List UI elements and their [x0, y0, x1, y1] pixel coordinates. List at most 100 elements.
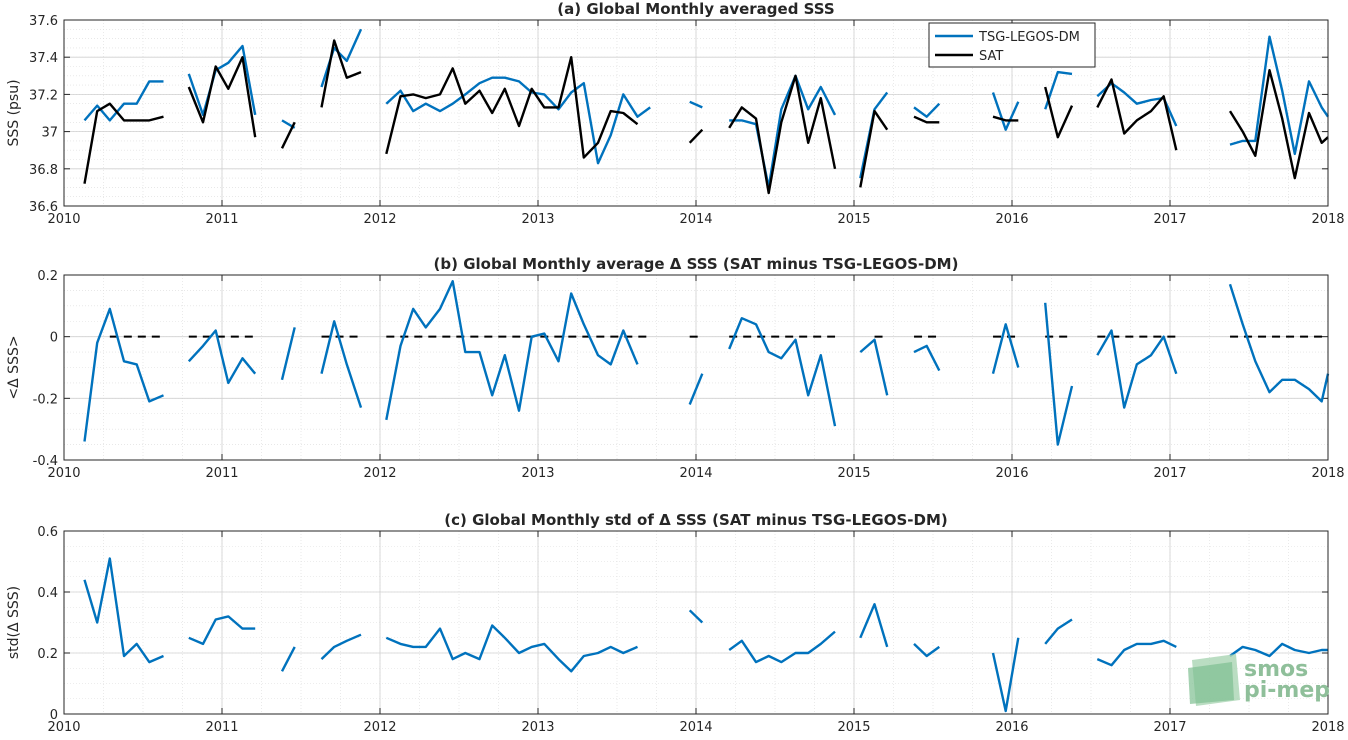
series-line-tsg-legos-dm	[385, 76, 651, 165]
x-tick-label: 2016	[995, 212, 1028, 227]
series-line-sat	[728, 74, 837, 195]
series-line-delta-sss	[280, 327, 296, 381]
series-line-sat	[913, 115, 940, 124]
x-tick-label: 2014	[679, 720, 712, 735]
series-line-sat	[1044, 86, 1074, 139]
series-line-delta-sss	[913, 344, 941, 372]
chart-panel-2: 0 0.2 0.4 0.6 2010 2011 2012 2013 2014 2015 2016 20…	[6, 511, 1345, 735]
x-tick-label: 2010	[47, 466, 80, 481]
series-line-delta-sss	[913, 643, 941, 658]
series-line-sat	[992, 115, 1019, 122]
series-line-delta-sss	[280, 646, 296, 672]
y-tick-label: 36.8	[29, 163, 58, 178]
axes-box	[63, 274, 1329, 461]
y-tick-label: 0.6	[37, 525, 58, 540]
x-tick-label: 2011	[205, 720, 238, 735]
x-tick-label: 2016	[995, 466, 1028, 481]
x-tick-label: 2013	[521, 466, 554, 481]
x-tick-label: 2013	[521, 212, 554, 227]
y-axis-label: SSS (psu)	[6, 79, 22, 146]
x-tick-label: 2012	[363, 466, 396, 481]
y-tick-label: 0	[50, 331, 58, 346]
axes-box	[63, 19, 1329, 207]
y-tick-label: -0.4	[33, 454, 58, 469]
series-line-tsg-legos-dm	[991, 92, 1020, 131]
chart-panel-1: -0.4 -0.2 0 0.2 2010 2011 2012 2013 2014 2015 2016…	[6, 255, 1345, 481]
y-tick-label: 0.4	[37, 586, 58, 601]
series-line-delta-sss	[1229, 642, 1328, 658]
x-tick-label: 2011	[205, 466, 238, 481]
x-tick-label: 2012	[363, 212, 396, 227]
series-line-tsg-legos-dm	[689, 100, 703, 109]
series-line-delta-sss	[728, 630, 836, 664]
series-line-sat	[688, 128, 704, 144]
legend-label: TSG-LEGOS-DM	[978, 30, 1080, 45]
series-line-tsg-legos-dm	[320, 28, 363, 88]
logo-graphic	[1188, 662, 1234, 704]
x-tick-label: 2016	[995, 720, 1028, 735]
legend: TSG-LEGOS-DM SAT	[928, 22, 1096, 68]
series-line-delta-sss	[320, 633, 362, 660]
y-tick-label: 36.6	[29, 200, 58, 215]
series-line-delta-sss	[83, 557, 164, 664]
x-tick-label: 2018	[1311, 466, 1344, 481]
series-line-delta-sss	[1228, 283, 1330, 403]
x-tick-label: 2015	[837, 212, 870, 227]
x-tick-label: 2014	[679, 466, 712, 481]
series-line-sat	[320, 39, 362, 108]
y-tick-label: 0.2	[37, 647, 58, 662]
series-line-sat	[280, 121, 296, 149]
series-line-delta-sss	[83, 307, 164, 442]
series-line-delta-sss	[991, 637, 1020, 713]
series-line-sat	[1228, 68, 1329, 180]
series-line-tsg-legos-dm	[1044, 70, 1073, 110]
y-tick-label: 37.4	[29, 51, 58, 66]
chart-panel-0: 36.6 36.8 37 37.2 37.4 37.6 2010 2011 2012 2013 20…	[6, 0, 1345, 227]
y-tick-label: 37.6	[29, 14, 58, 29]
x-tick-label: 2017	[1153, 720, 1186, 735]
series-line-tsg-legos-dm	[859, 91, 889, 179]
y-tick-label: 0	[50, 708, 58, 723]
series-line-tsg-legos-dm	[729, 74, 837, 189]
series-line-delta-sss	[688, 609, 704, 624]
x-tick-label: 2017	[1153, 212, 1186, 227]
series-line-sat	[1096, 78, 1178, 151]
series-line-delta-sss	[1096, 639, 1177, 667]
series-line-sat	[83, 102, 164, 184]
y-tick-label: 37	[41, 126, 58, 141]
x-tick-label: 2012	[363, 720, 396, 735]
series-line-delta-sss	[1044, 618, 1073, 645]
x-tick-label: 2017	[1153, 466, 1186, 481]
y-tick-label: -0.2	[33, 392, 58, 407]
series-line-tsg-legos-dm	[83, 80, 164, 122]
x-tick-label: 2015	[837, 466, 870, 481]
series-line-delta-sss	[320, 320, 363, 408]
series-line-sat	[859, 109, 889, 188]
y-axis-label: std(Δ SSS)	[6, 586, 22, 659]
axes-box	[63, 530, 1329, 715]
x-tick-label: 2011	[205, 212, 238, 227]
y-axis-label: <Δ SSS>	[6, 335, 22, 399]
legend-label: SAT	[979, 49, 1003, 64]
logo-text-pimep: pi-mep	[1244, 678, 1330, 703]
y-tick-label: 0.2	[37, 269, 58, 284]
series-line-delta-sss	[1096, 329, 1178, 409]
chart-title: (b) Global Monthly average Δ SSS (SAT mi…	[434, 255, 959, 273]
series-line-tsg-legos-dm	[187, 44, 257, 117]
series-line-delta-sss	[859, 603, 889, 648]
x-tick-label: 2010	[47, 720, 80, 735]
series-line-delta-sss	[728, 317, 837, 427]
y-tick-label: 37.2	[29, 88, 58, 103]
series-line-tsg-legos-dm	[913, 102, 941, 118]
x-tick-label: 2015	[837, 720, 870, 735]
series-line-delta-sss	[859, 338, 889, 396]
x-tick-label: 2018	[1311, 720, 1344, 735]
x-tick-label: 2013	[521, 720, 554, 735]
chart-title: (a) Global Monthly averaged SSS	[557, 0, 834, 18]
series-line-delta-sss	[688, 373, 704, 405]
x-tick-label: 2014	[679, 212, 712, 227]
series-line-sat	[187, 56, 257, 138]
series-line-delta-sss	[187, 329, 257, 385]
series-line-delta-sss	[188, 615, 256, 646]
